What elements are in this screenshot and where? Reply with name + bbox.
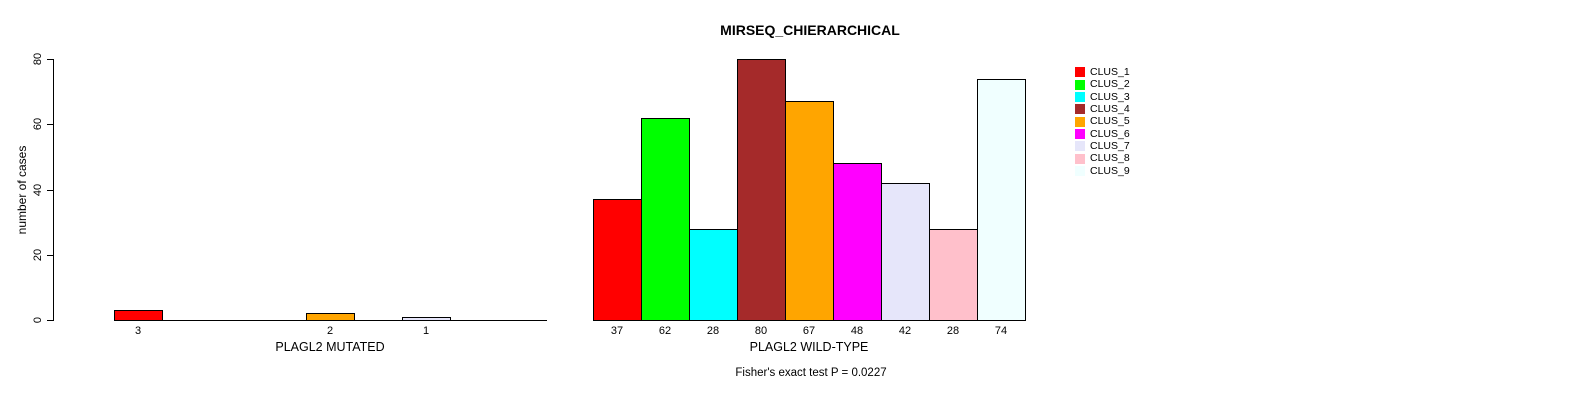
legend-swatch <box>1075 165 1085 176</box>
y-tick <box>47 59 53 60</box>
bar-value-label: 37 <box>610 325 624 337</box>
bar-clus-7-g1 <box>402 317 451 320</box>
bar-value-label: 28 <box>946 325 960 337</box>
legend-item: CLUS_3 <box>1075 91 1130 103</box>
legend-swatch <box>1075 116 1085 127</box>
bar-value-label: 67 <box>802 325 816 337</box>
legend-label: CLUS_1 <box>1090 65 1130 78</box>
bar-clus-3-g2 <box>689 229 738 320</box>
legend-label: CLUS_7 <box>1090 139 1130 152</box>
y-axis-title: number of cases <box>15 145 29 235</box>
legend-swatch <box>1075 128 1085 139</box>
bar-clus-8-g2 <box>929 229 978 320</box>
y-tick <box>47 255 53 256</box>
bar-clus-6-g2 <box>833 163 882 320</box>
bar-value-label: 80 <box>754 325 768 337</box>
bar-value-label: 1 <box>422 325 430 337</box>
group-baseline <box>593 320 1026 321</box>
bar-clus-9-g2 <box>977 79 1026 320</box>
bar-value-label: 3 <box>134 325 142 337</box>
group-label: PLAGL2 WILD-TYPE <box>749 340 869 354</box>
legend-item: CLUS_1 <box>1075 66 1130 78</box>
legend-swatch <box>1075 141 1085 152</box>
legend-item: CLUS_9 <box>1075 165 1130 177</box>
bar-clus-5-g1 <box>306 313 355 320</box>
legend-swatch <box>1075 104 1085 115</box>
fisher-test-annotation: Fisher's exact test P = 0.0227 <box>735 367 887 379</box>
legend: CLUS_1 CLUS_2 CLUS_3 CLUS_4 CLUS_5 CLUS_6 CLUS… <box>1075 66 1130 177</box>
legend-label: CLUS_2 <box>1090 78 1130 91</box>
legend-swatch <box>1075 79 1085 90</box>
y-tick-label: 20 <box>32 248 44 262</box>
bar-clus-2-g2 <box>641 118 690 320</box>
legend-item: CLUS_5 <box>1075 115 1130 127</box>
legend-label: CLUS_5 <box>1090 115 1130 128</box>
group-label: PLAGL2 MUTATED <box>275 340 385 354</box>
y-tick <box>47 320 53 321</box>
y-axis-line <box>53 59 54 321</box>
legend-swatch <box>1075 67 1085 78</box>
y-tick-label: 60 <box>32 117 44 131</box>
bar-value-label: 62 <box>658 325 672 337</box>
legend-swatch <box>1075 153 1085 164</box>
bar-value-label: 48 <box>850 325 864 337</box>
legend-swatch <box>1075 91 1085 102</box>
legend-item: CLUS_4 <box>1075 103 1130 115</box>
legend-label: CLUS_4 <box>1090 102 1130 115</box>
legend-label: CLUS_8 <box>1090 152 1130 165</box>
bar-value-label: 28 <box>706 325 720 337</box>
legend-label: CLUS_6 <box>1090 127 1130 140</box>
bar-clus-1-g1 <box>114 310 163 320</box>
bar-value-label: 2 <box>326 325 334 337</box>
legend-item: CLUS_2 <box>1075 78 1130 90</box>
bar-clus-5-g2 <box>785 101 834 320</box>
bar-clus-4-g2 <box>737 59 786 320</box>
y-tick-label: 0 <box>32 316 44 324</box>
chart-title: MIRSEQ_CHIERARCHICAL <box>720 22 900 38</box>
legend-item: CLUS_6 <box>1075 128 1130 140</box>
bar-clus-1-g2 <box>593 199 642 320</box>
legend-item: CLUS_8 <box>1075 152 1130 164</box>
y-tick-label: 40 <box>32 183 44 197</box>
y-tick-label: 80 <box>32 52 44 66</box>
legend-label: CLUS_3 <box>1090 90 1130 103</box>
y-tick <box>47 124 53 125</box>
y-tick <box>47 190 53 191</box>
group-baseline <box>114 320 547 321</box>
legend-label: CLUS_9 <box>1090 164 1130 177</box>
legend-item: CLUS_7 <box>1075 140 1130 152</box>
bar-clus-7-g2 <box>881 183 930 320</box>
bar-value-label: 74 <box>994 325 1008 337</box>
bar-value-label: 42 <box>898 325 912 337</box>
